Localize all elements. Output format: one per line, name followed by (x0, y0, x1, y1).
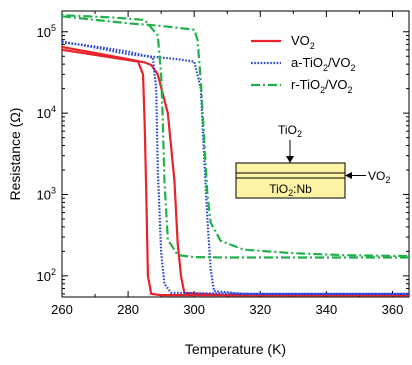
x-tick-label: 360 (382, 302, 404, 317)
plot-frame (61, 10, 410, 298)
y-tick-label: 103 (37, 186, 56, 203)
series-line-1-cooling (61, 48, 409, 297)
x-tick-label: 300 (183, 302, 205, 317)
inset-top-arrowhead (286, 156, 294, 163)
inset-top-layer (235, 162, 346, 174)
legend-label-2: a-TiO2/VO2 (291, 55, 355, 73)
inset-substrate (235, 177, 346, 199)
x-tick-label: 260 (51, 302, 73, 317)
x-tick-label: 280 (117, 302, 139, 317)
y-tick-label: 104 (37, 104, 56, 121)
inset-right-arrowhead (345, 172, 352, 179)
x-axis-label: Temperature (K) (185, 341, 286, 357)
inset-substrate-label: TiO2:Nb (269, 182, 312, 198)
x-tick-label: 320 (249, 302, 271, 317)
inset-vo2-layer (235, 172, 346, 179)
series-line-3-cooling (61, 14, 409, 259)
y-axis-label: Resistance (Ω) (7, 108, 23, 201)
series-line-2-cooling (61, 41, 409, 295)
y-tick-label: 102 (37, 267, 56, 284)
inset-top-label: TiO2 (278, 123, 302, 139)
legend-label-3: r-TiO2/VO2 (291, 77, 353, 95)
y-tick-label: 105 (37, 23, 56, 40)
legend-label-1: VO2 (291, 33, 315, 51)
inset-right-label: VO2 (368, 169, 390, 185)
series-line-2-heating (61, 40, 409, 295)
series-line-3-heating (61, 15, 410, 258)
x-tick-label: 340 (316, 302, 338, 317)
